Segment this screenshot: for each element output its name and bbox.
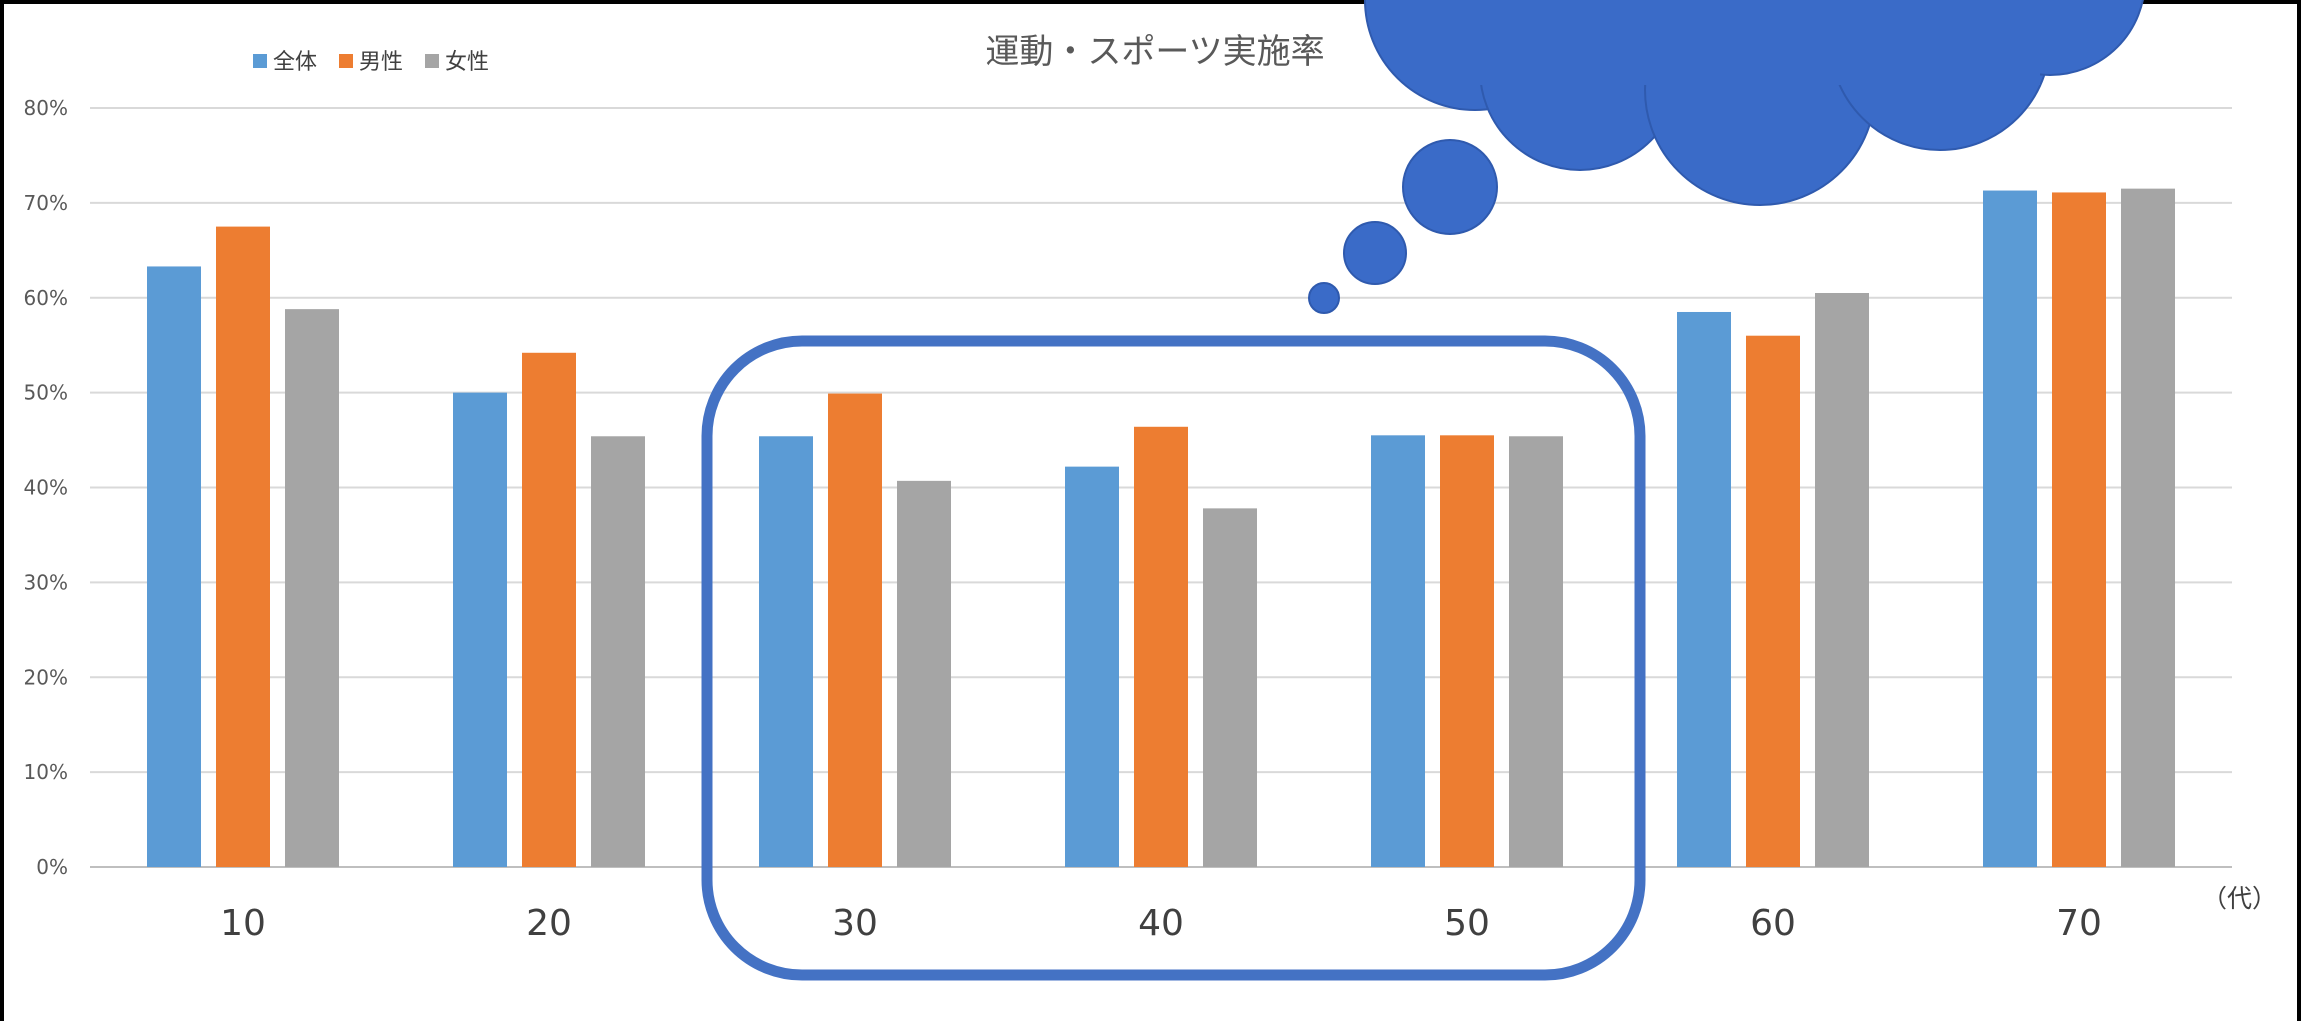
bar-10-男性 (216, 226, 270, 867)
legend-swatch (253, 54, 267, 68)
bar-40-全体 (1065, 466, 1119, 867)
y-axis: 0% 10% 20% 30% 40% 50% 60% 70% 80% (24, 96, 68, 879)
legend-label: 全体 (273, 50, 317, 75)
bar-70-男性 (2052, 192, 2106, 868)
bar-30-全体 (759, 436, 813, 867)
legend-label: 女性 (445, 50, 489, 75)
bar-40-男性 (1134, 426, 1188, 867)
chart-title: 運動・スポーツ実施率 (985, 32, 1324, 72)
y-tick-label: 50% (24, 381, 68, 405)
bar-20-全体 (453, 392, 507, 867)
bar-20-男性 (522, 352, 576, 868)
thought-cloud (1364, 0, 2144, 206)
bars (147, 188, 2175, 868)
bar-20-女性 (591, 436, 645, 867)
y-tick-label: 10% (24, 760, 68, 784)
bar-30-男性 (828, 393, 882, 867)
bar-60-全体 (1677, 311, 1731, 867)
x-tick-label: 70 (2056, 903, 2102, 944)
y-tick-label: 20% (24, 665, 68, 689)
bar-50-女性 (1509, 436, 1563, 867)
x-tick-label: 40 (1138, 903, 1184, 944)
y-tick-label: 60% (24, 286, 68, 310)
legend: 全体 男性 女性 (253, 50, 489, 75)
bar-10-女性 (285, 309, 339, 867)
legend-label: 男性 (359, 50, 403, 75)
bar-30-女性 (897, 480, 951, 867)
bar-50-全体 (1371, 435, 1425, 867)
bar-70-全体 (1983, 190, 2037, 867)
y-tick-label: 40% (24, 476, 68, 500)
bar-70-女性 (2121, 188, 2175, 868)
y-tick-label: 30% (24, 570, 68, 594)
legend-swatch (425, 54, 439, 68)
bar-40-女性 (1203, 508, 1257, 867)
x-tick-label: 20 (526, 903, 572, 944)
x-tick-label: 10 (220, 903, 266, 944)
x-unit-label: （代） (2202, 884, 2277, 913)
x-tick-label: 50 (1444, 903, 1490, 944)
bar-50-男性 (1440, 435, 1494, 867)
x-tick-label: 60 (1750, 903, 1796, 944)
thought-bubble-dots (1308, 139, 1498, 314)
legend-swatch (339, 54, 353, 68)
highlight-box (701, 335, 1646, 981)
x-axis: 10 20 30 40 50 60 70 (220, 903, 2102, 944)
x-tick-label: 30 (832, 903, 878, 944)
bar-10-全体 (147, 266, 201, 867)
y-tick-label: 70% (24, 191, 68, 215)
y-tick-label: 0% (36, 855, 68, 879)
y-tick-label: 80% (24, 96, 68, 120)
bar-60-女性 (1815, 293, 1869, 868)
bar-60-男性 (1746, 335, 1800, 867)
